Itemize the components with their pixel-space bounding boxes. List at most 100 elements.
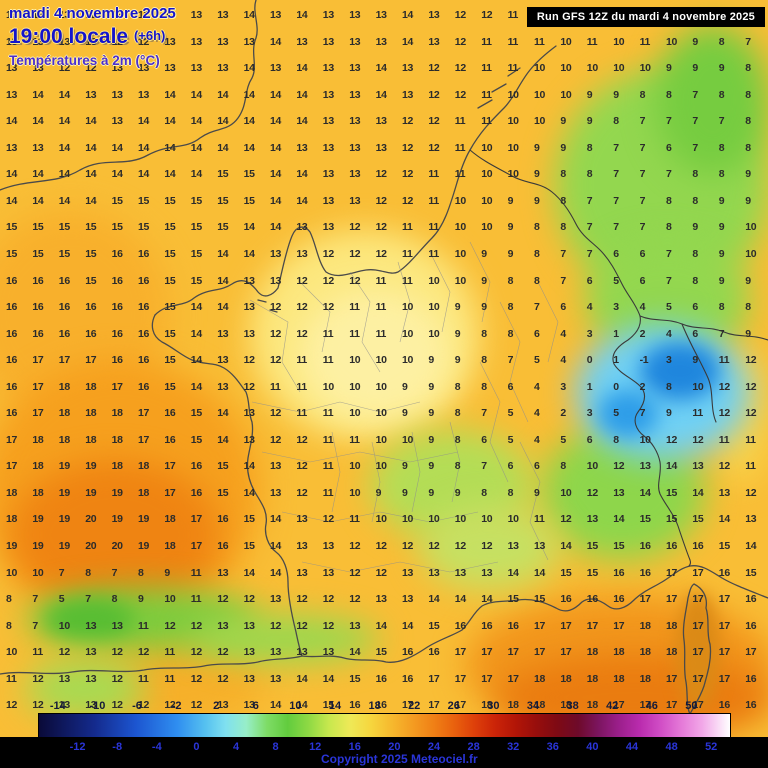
temperature-value: 13 [375, 35, 387, 48]
temperature-value: 7 [32, 619, 38, 632]
temperature-value: 14 [32, 115, 44, 128]
temperature-value: 13 [190, 9, 202, 21]
temperature-value: 17 [692, 672, 704, 685]
temperature-value: 14 [138, 168, 150, 181]
temperature-value: 10 [481, 194, 493, 207]
temperature-value: 14 [243, 88, 255, 101]
temperature-value: 11 [349, 433, 360, 446]
temperature-value: 18 [138, 486, 150, 499]
scale-label: 18 [368, 700, 381, 712]
temperature-value: 17 [718, 646, 730, 659]
temperature-value: 14 [32, 168, 44, 181]
temperature-value: 13 [402, 62, 414, 75]
temperature-value: 12 [375, 194, 387, 207]
color-scale-bar [38, 713, 731, 738]
temperature-value: 11 [481, 62, 492, 75]
temperature-value: 8 [613, 433, 619, 446]
temperature-value: 10 [375, 354, 387, 367]
temperature-value: 17 [85, 354, 97, 367]
temperature-value: 8 [666, 88, 672, 101]
temperature-value: 16 [639, 566, 651, 579]
temperature-value: 10 [586, 62, 598, 75]
temperature-value: 13 [296, 540, 308, 552]
map-titles: mardi 4 novembre 2025 19:00 locale (+6h)… [9, 5, 176, 68]
temperature-value: 14 [692, 486, 704, 499]
temperature-value: 10 [481, 168, 493, 181]
temperature-value: 16 [111, 247, 123, 260]
temperature-value: 15 [349, 672, 361, 685]
temperature-value: 13 [217, 327, 229, 340]
temperature-value: 13 [58, 699, 70, 712]
temperature-value: 8 [560, 194, 566, 207]
temperature-value: 16 [692, 540, 704, 552]
temperature-value: 9 [586, 88, 593, 101]
temperature-value: 14 [58, 88, 70, 101]
temperature-value: 11 [454, 141, 466, 154]
temperature-value: 17 [718, 672, 730, 685]
temperature-value: 8 [111, 593, 118, 606]
temperature-value: 12 [296, 274, 308, 287]
temperature-value: 17 [666, 593, 678, 606]
temperature-value: 14 [270, 540, 282, 552]
temperature-value: 18 [111, 433, 123, 446]
temperature-value: 10 [613, 35, 625, 48]
temperature-value: 14 [481, 593, 493, 606]
temperature-value: 10 [428, 301, 440, 314]
temperature-value: 15 [85, 221, 97, 234]
temperature-value: 8 [481, 486, 487, 499]
temperature-value: 14 [6, 194, 18, 207]
temperature-value: 11 [402, 221, 413, 234]
temperature-value: 14 [270, 221, 282, 234]
temperature-value: 12 [6, 699, 18, 712]
temperature-value: 17 [666, 566, 678, 579]
temperature-value: 10 [613, 62, 625, 75]
temperature-value: 13 [270, 9, 282, 21]
temperature-value: 9 [692, 354, 698, 367]
temperature-value: 12 [428, 115, 440, 128]
temperature-value: 13 [692, 460, 704, 473]
temperature-value: 15 [613, 540, 625, 552]
temperature-value: 16 [217, 540, 229, 552]
temperature-value: 14 [138, 141, 150, 154]
temperature-value: 16 [666, 540, 678, 552]
temperature-value: 6 [481, 433, 487, 446]
scale-label: 36 [546, 741, 559, 753]
scale-label: 4 [232, 741, 240, 753]
temperature-value: 13 [243, 407, 255, 420]
temperature-value: 1 [613, 354, 619, 367]
temperature-value: 8 [666, 194, 672, 207]
temperature-value: 14 [32, 88, 44, 101]
temperature-value: 6 [534, 460, 540, 473]
temperature-value: 20 [111, 540, 123, 552]
temperature-value: 13 [349, 9, 361, 21]
temperature-value: 13 [428, 9, 440, 21]
temperature-value: 17 [481, 646, 493, 659]
temperature-value: 8 [560, 460, 566, 473]
temperature-value: 14 [217, 433, 229, 446]
temperature-value: 16 [375, 699, 387, 712]
temperature-value: 15 [243, 513, 255, 526]
temperature-value: 12 [322, 513, 334, 526]
temperature-value: 5 [507, 407, 514, 420]
temperature-value: 8 [454, 433, 461, 446]
temperature-value: 14 [322, 672, 334, 685]
temperature-value: 17 [666, 672, 678, 685]
scale-label: 44 [625, 741, 639, 753]
temperature-value: 19 [85, 460, 97, 473]
temperature-value: 13 [745, 513, 757, 526]
temperature-value: 18 [58, 380, 70, 393]
temperature-value: 18 [32, 486, 44, 499]
temperature-value: 12 [322, 274, 334, 287]
temperature-value: 15 [560, 566, 572, 579]
temperature-value: 7 [560, 274, 566, 287]
parameter-title: Températures à 2m (°C) [9, 52, 160, 68]
temperature-value: 18 [32, 433, 44, 446]
temperature-value: 16 [111, 327, 123, 340]
temperature-value: 9 [666, 407, 672, 420]
temperature-value: 10 [375, 380, 387, 393]
temperature-value: 15 [586, 540, 598, 552]
temperature-value: 9 [375, 486, 382, 499]
temperature-value: 9 [692, 35, 698, 48]
temp-region-pyrenees-cold [45, 598, 135, 640]
temperature-value: 12 [111, 699, 123, 712]
